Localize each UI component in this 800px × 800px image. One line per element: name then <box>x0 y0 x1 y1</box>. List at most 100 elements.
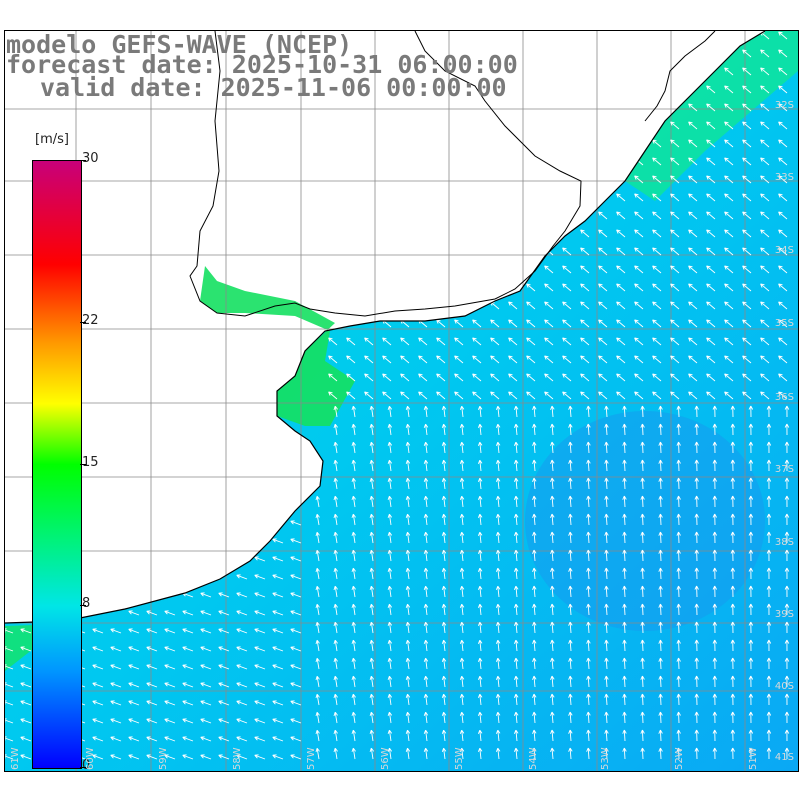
wind-arrow <box>333 657 338 670</box>
wind-arrow <box>730 531 735 544</box>
wind-arrow <box>351 675 356 688</box>
wind-arrow <box>290 718 302 724</box>
wind-arrow <box>586 405 591 418</box>
wind-arrow <box>254 736 266 742</box>
wind-arrow <box>706 373 716 382</box>
wind-arrow <box>706 103 716 112</box>
wind-arrow <box>694 603 699 616</box>
wind-arrow <box>436 337 446 346</box>
wind-arrow <box>748 729 754 742</box>
wind-arrow <box>706 391 716 400</box>
wind-arrow <box>634 211 644 220</box>
wind-arrow <box>405 639 411 652</box>
wind-arrow <box>441 441 447 454</box>
wind-arrow <box>604 585 609 598</box>
wind-arrow <box>315 621 320 634</box>
wind-arrow <box>568 477 573 490</box>
wind-arrow <box>712 729 717 742</box>
wind-arrow <box>568 405 573 418</box>
wind-arrow <box>748 675 754 688</box>
wind-arrow <box>351 549 356 562</box>
wind-arrow <box>622 495 627 508</box>
wind-arrow <box>146 664 158 670</box>
wind-arrow <box>730 639 735 652</box>
wind-arrow <box>513 405 519 418</box>
wind-arrow <box>766 711 772 724</box>
wind-arrow <box>441 693 447 706</box>
wind-arrow <box>670 157 680 166</box>
wind-arrow <box>364 391 374 400</box>
wind-arrow <box>423 639 429 652</box>
wind-arrow <box>182 646 194 652</box>
wind-arrow <box>405 423 411 436</box>
wind-arrow <box>441 603 447 616</box>
wind-arrow <box>369 513 375 526</box>
wind-arrow <box>748 603 754 616</box>
wind-arrow <box>568 747 573 760</box>
wind-arrow <box>532 567 537 580</box>
wind-arrow <box>459 675 465 688</box>
wind-arrow <box>676 657 681 670</box>
high-wind-band <box>200 266 355 426</box>
wind-arrow <box>351 657 356 670</box>
wind-arrow <box>513 531 519 544</box>
wind-arrow <box>146 610 158 616</box>
wind-arrow <box>622 639 627 652</box>
wind-arrow <box>477 621 483 634</box>
wind-arrow <box>586 513 591 526</box>
latitude-label: 34S <box>774 245 794 256</box>
wind-arrow <box>351 423 356 436</box>
wind-arrow <box>315 729 320 742</box>
wind-arrow <box>369 441 375 454</box>
wind-arrow <box>712 405 717 418</box>
wind-arrow <box>568 567 573 580</box>
wind-arrow <box>236 700 248 706</box>
wind-arrow <box>742 229 752 238</box>
wind-arrow <box>218 646 230 652</box>
wind-arrow <box>730 621 735 634</box>
wind-arrow <box>182 718 194 724</box>
wind-arrow <box>778 265 788 274</box>
wind-arrow <box>712 567 717 580</box>
wind-arrow <box>724 85 734 94</box>
wind-arrow <box>778 247 788 256</box>
wind-arrow <box>200 664 212 670</box>
wind-arrow <box>694 585 699 598</box>
wind-arrow <box>742 139 752 148</box>
wind-arrow <box>748 477 754 490</box>
wind-arrow <box>513 459 519 472</box>
wind-arrow <box>706 337 716 346</box>
wind-arrow <box>472 373 482 382</box>
wind-arrow <box>254 556 266 562</box>
wind-arrow <box>164 718 176 724</box>
colorbar <box>32 160 82 769</box>
wind-arrow <box>315 657 320 670</box>
wind-arrow <box>146 736 158 742</box>
wind-arrow <box>604 477 609 490</box>
wind-arrow <box>784 441 790 454</box>
wind-arrow <box>387 657 393 670</box>
wind-arrow <box>513 441 519 454</box>
wind-arrow <box>688 355 698 364</box>
wind-arrow <box>495 549 501 562</box>
wind-arrow <box>92 718 104 724</box>
wind-arrow <box>676 423 681 436</box>
wind-arrow <box>622 477 627 490</box>
wind-arrow <box>490 373 500 382</box>
wind-arrow <box>670 211 680 220</box>
wind-arrow <box>676 441 681 454</box>
wind-arrow <box>272 700 284 706</box>
wind-arrow <box>218 628 230 634</box>
wind-arrow <box>5 664 14 670</box>
wind-arrow <box>706 301 716 310</box>
wind-arrow <box>550 639 555 652</box>
wind-arrow <box>20 664 32 670</box>
wind-arrow <box>459 567 465 580</box>
wind-arrow <box>694 567 699 580</box>
wind-arrow <box>369 675 375 688</box>
wind-arrow <box>694 459 699 472</box>
wind-arrow <box>490 337 500 346</box>
wind-arrow <box>5 718 14 724</box>
wind-arrow <box>712 459 717 472</box>
wind-arrow <box>784 693 790 706</box>
